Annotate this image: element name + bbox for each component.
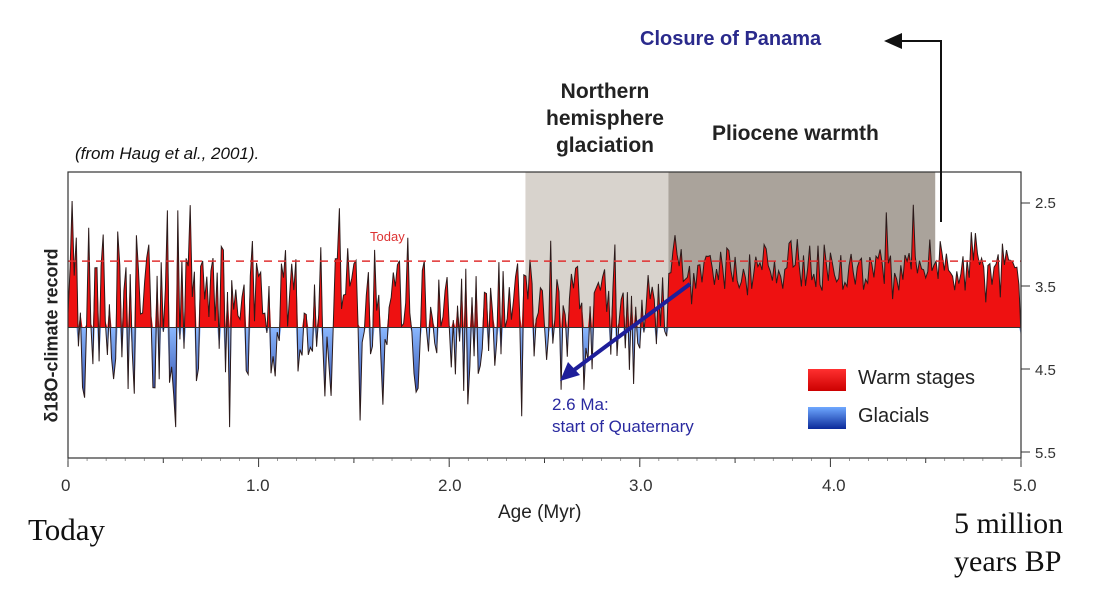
panama-arrowhead — [884, 33, 902, 49]
today-caption: Today — [28, 512, 106, 547]
quaternary-annotation-line1: 2.6 Ma: — [552, 395, 609, 414]
y-axis-label: δ18O-climate record — [41, 248, 62, 423]
pliocene-warmth-label: Pliocene warmth — [712, 122, 879, 145]
y-tick-label: 2.5 — [1035, 195, 1056, 212]
quaternary-arrowhead — [560, 362, 580, 381]
legend-swatch-warm — [808, 369, 846, 391]
x-tick-label: 5.0 — [1013, 476, 1037, 495]
bp-caption-line2: years BP — [954, 545, 1062, 578]
x-tick-label: 1.0 — [246, 476, 270, 495]
quaternary-arrow-line — [568, 282, 692, 375]
legend-label-glacial: Glacials — [858, 405, 930, 427]
climate-record-line — [67, 200, 1022, 428]
y-tick-label: 4.5 — [1035, 362, 1056, 379]
legend-swatch-glacial — [808, 407, 846, 429]
panama-arrow-line — [895, 40, 942, 222]
citation-text: (from Haug et al., 2001). — [75, 144, 260, 163]
northern-hemisphere-glaciation-label: Northern hemisphere glaciation — [546, 80, 664, 157]
today-line-label: Today — [370, 229, 405, 244]
y-tick-label: 3.5 — [1035, 279, 1056, 296]
y-tick-label: 5.5 — [1035, 445, 1056, 462]
x-axis-label: Age (Myr) — [498, 502, 582, 523]
legend-label-warm: Warm stages — [858, 367, 976, 389]
quaternary-annotation: 2.6 Ma: start of Quaternary — [552, 394, 694, 438]
million-years-bp-caption: 5 million years BP — [954, 505, 1063, 581]
x-tick-label: 2.0 — [438, 476, 462, 495]
x-tick-label: 4.0 — [822, 476, 846, 495]
x-tick-label: 0 — [61, 476, 71, 495]
closure-of-panama-label: Closure of Panama — [640, 28, 822, 50]
warm-stage-area — [68, 201, 1021, 328]
x-tick-label: 3.0 — [629, 476, 653, 495]
bp-caption-line1: 5 million — [954, 507, 1064, 540]
quaternary-annotation-line2: start of Quaternary — [552, 417, 694, 436]
